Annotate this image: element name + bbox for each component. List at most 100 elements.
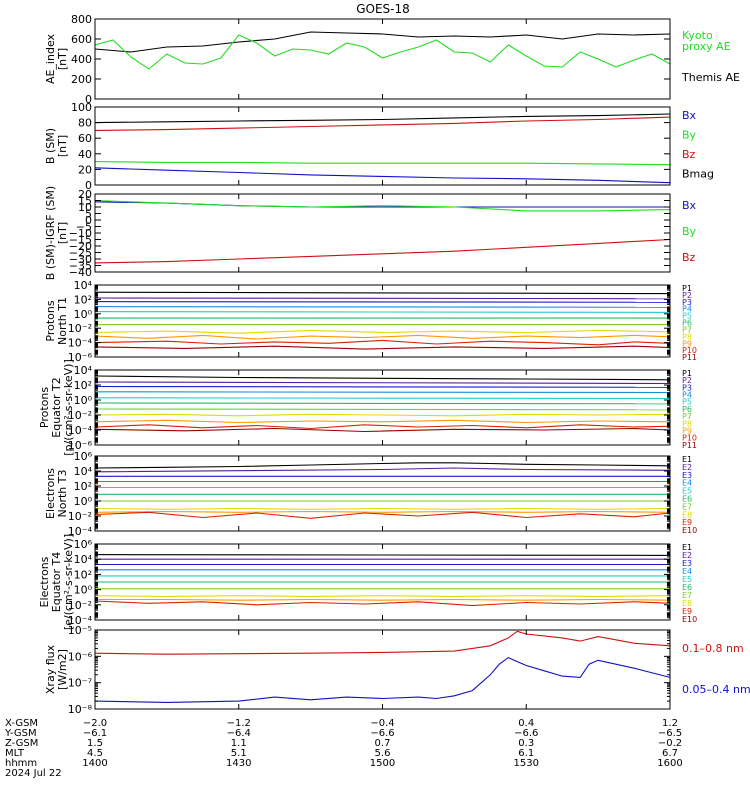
x-row-value: 4.5 [87, 748, 103, 759]
legend-entry: P1 [682, 284, 692, 293]
series-line-ee-0 [95, 554, 670, 556]
series-group [95, 199, 670, 264]
y-tick-label: 800 [71, 13, 92, 26]
y-axis-label: Xray flux [44, 644, 57, 694]
y-tick-label: 200 [71, 73, 92, 86]
series-line-ae-1 [95, 34, 670, 70]
x-row-value: 1430 [226, 758, 251, 769]
x-row-value: 6.1 [518, 748, 534, 759]
legend-entry: Bx [682, 109, 697, 122]
legend-entry: P6 [682, 405, 692, 414]
panel-frame [94, 18, 671, 100]
y-axis-label: North T1 [56, 297, 69, 345]
series-group [95, 113, 670, 184]
y-tick-label: 10⁻² [68, 510, 92, 523]
legend-entry: E3 [682, 559, 692, 568]
legend-entry: P11 [682, 353, 697, 362]
legend-entry: 0.05–0.4 nm [682, 683, 750, 696]
legend-entry: E4 [682, 567, 692, 576]
series-line-pn-2 [95, 301, 670, 303]
series-line-ee-9 [95, 600, 670, 607]
y-tick-label: 10⁻⁷ [68, 677, 92, 690]
legend-entry: P5 [682, 398, 692, 407]
y-tick-label: 60 [78, 132, 92, 145]
legend-entry: E8 [682, 599, 692, 608]
x-row-value: 1.2 [662, 718, 678, 729]
legend-entry: P5 [682, 312, 692, 321]
series-group [95, 462, 670, 519]
legend-entry: P10 [682, 434, 697, 443]
legend-entry: Kyoto [682, 29, 713, 42]
y-tick-label: 5 [85, 208, 92, 221]
legend-entry: E5 [682, 487, 692, 496]
y-axis-label: B (SM) [44, 128, 57, 164]
y-axis-label: [W/m2] [56, 649, 69, 690]
series-line-bigrf-1 [95, 199, 670, 212]
legend-entry: P4 [682, 305, 692, 314]
series-line-bsm-1 [95, 116, 670, 131]
y-tick-label: 10⁻⁴ [68, 525, 93, 538]
legend-entry: P8 [682, 332, 692, 341]
legend-entry: E2 [682, 463, 692, 472]
y-tick-label: 10⁻⁴ [68, 614, 93, 627]
legend-entry: E1 [682, 455, 692, 464]
y-tick-label: 20 [78, 163, 92, 176]
x-row-value: 5.1 [231, 748, 247, 759]
series-line-pn-9 [95, 339, 670, 346]
series-line-ae-0 [95, 31, 670, 53]
y-axis-label: [e/(cm²-s-sr-keV)] [62, 534, 75, 630]
legend-entry: E10 [682, 615, 697, 624]
x-row-value: −6.4 [227, 728, 251, 739]
y-tick-label: −25 [69, 247, 92, 260]
y-tick-label: −40 [69, 266, 92, 279]
y-tick-label: 10⁴ [74, 279, 93, 292]
y-tick-label: 10⁻² [68, 322, 92, 335]
series-line-pn-3 [95, 306, 670, 308]
panel-pe: 10⁻⁶ 10⁻⁴ 10⁻² 10⁰ 10² 10⁴ Protons Equator T2 [p… [38, 359, 697, 456]
y-tick-label: 10⁻⁴ [68, 337, 93, 350]
series-line-bsm-2 [95, 161, 670, 166]
legend-entry: E5 [682, 575, 692, 584]
y-tick-label: 0 [85, 93, 92, 106]
legend-entry: Bz [682, 148, 696, 161]
series-line-xray-0 [95, 630, 670, 655]
y-tick-label: 10⁰ [74, 394, 93, 407]
series-line-en-0 [95, 462, 670, 469]
y-tick-label: 10⁻⁶ [68, 351, 93, 364]
plot-title: GOES-18 [356, 2, 410, 16]
y-tick-label: −35 [69, 260, 92, 273]
y-tick-label: 400 [71, 53, 92, 66]
legend-entry: By [682, 128, 697, 141]
legend-entry: E7 [682, 502, 692, 511]
x-row-value: 5.6 [375, 748, 391, 759]
x-row-value: −1.2 [227, 718, 251, 729]
legend-entry: E8 [682, 510, 692, 519]
legend-entry: E9 [682, 518, 692, 527]
x-row-value: 1400 [82, 758, 107, 769]
x-row-value: −6.6 [370, 728, 394, 739]
series-line-pn-1 [95, 297, 670, 300]
y-tick-label: 10⁴ [74, 465, 93, 478]
x-row-label: Z-GSM [5, 738, 38, 749]
series-line-pe-8 [95, 419, 670, 424]
series-line-pe-7 [95, 413, 670, 417]
y-tick-label: 100 [71, 101, 92, 114]
series-line-en-8 [95, 510, 670, 513]
y-axis-label: [nT] [56, 222, 69, 244]
legend-entry: E1 [682, 543, 692, 552]
x-row-label: Y-GSM [4, 728, 37, 739]
series-line-xray-1 [95, 656, 670, 703]
y-tick-label: 10⁰ [74, 584, 93, 597]
legend-entry: P9 [682, 426, 692, 435]
x-row-value: −6.6 [514, 728, 538, 739]
series-line-pe-9 [95, 424, 670, 430]
legend-entry: P2 [682, 376, 692, 385]
series-line-pe-2 [95, 385, 670, 388]
x-row-value: 1500 [370, 758, 395, 769]
x-axis-labels: X-GSM −2.0 −1.2 −0.4 0.4 1.2 Y-GSM −6.1 −6.4 −6.6… [4, 718, 683, 779]
legend-entry: P10 [682, 346, 697, 355]
y-tick-label: 10⁴ [74, 364, 93, 377]
